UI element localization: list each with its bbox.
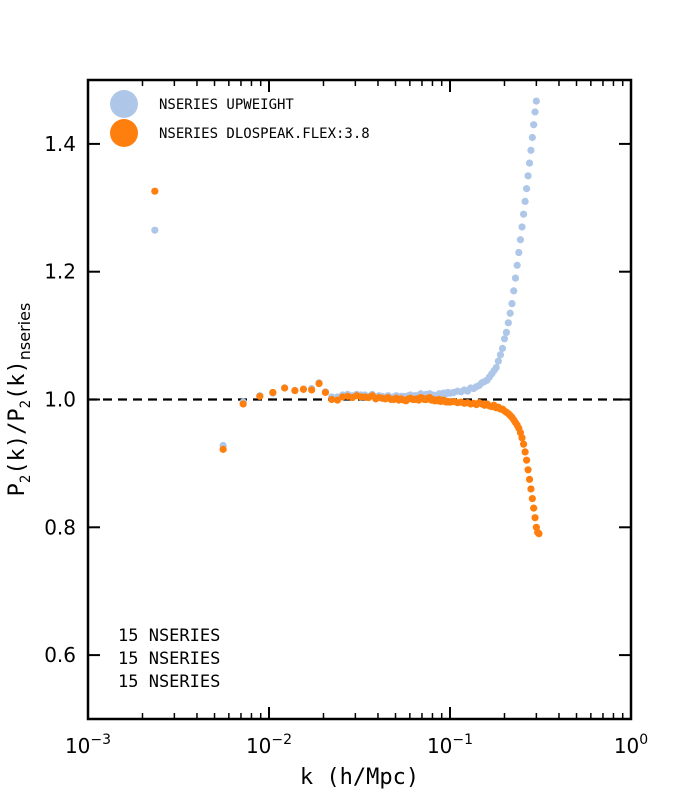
data-point-series-0 bbox=[519, 210, 528, 218]
x-axis-label: k (h/Mpc) bbox=[300, 765, 419, 790]
data-point-series-0 bbox=[527, 146, 535, 154]
data-point-series-1 bbox=[291, 386, 299, 395]
data-point-series-1 bbox=[531, 514, 539, 522]
data-point-series-0 bbox=[532, 97, 540, 105]
annotation-line-1: 15 NSERIES bbox=[118, 626, 220, 646]
data-point-series-1 bbox=[315, 379, 323, 388]
legend-marker-upweight bbox=[110, 90, 138, 118]
data-point-series-0 bbox=[151, 226, 159, 234]
data-point-series-1 bbox=[535, 530, 543, 538]
data-point-series-0 bbox=[508, 300, 516, 308]
data-point-series-1 bbox=[519, 440, 528, 448]
x-tick-label: 10−3 bbox=[65, 732, 111, 758]
data-point-series-1 bbox=[281, 384, 289, 392]
data-point-series-1 bbox=[530, 504, 538, 512]
annotation-line-3: 15 NSERIES bbox=[118, 672, 220, 692]
y-axis-label: P2(k)/P2(k)nseries bbox=[5, 303, 34, 497]
data-point-series-0 bbox=[511, 274, 520, 282]
data-point-series-1 bbox=[525, 475, 534, 483]
data-point-series-1 bbox=[523, 456, 531, 464]
data-point-series-0 bbox=[515, 248, 523, 257]
x-tick-label: 10−2 bbox=[246, 732, 292, 758]
data-point-series-0 bbox=[528, 133, 536, 142]
data-point-series-1 bbox=[527, 485, 535, 493]
data-point-series-1 bbox=[524, 466, 532, 474]
data-point-series-0 bbox=[492, 363, 500, 372]
data-point-series-0 bbox=[500, 335, 509, 343]
legend: NSERIES UPWEIGHT NSERIES DLOSPEAK.FLEX:3… bbox=[110, 90, 370, 147]
data-point-series-0 bbox=[506, 309, 514, 317]
data-point-series-1 bbox=[328, 395, 336, 404]
y-tick-label: 0.8 bbox=[44, 515, 76, 539]
data-point-series-0 bbox=[524, 172, 532, 180]
data-point-series-1 bbox=[269, 388, 277, 397]
annotation-line-2: 15 NSERIES bbox=[118, 649, 220, 669]
y-tick-label: 1.2 bbox=[44, 260, 76, 284]
data-point-series-1 bbox=[256, 392, 264, 400]
data-point-series-0 bbox=[496, 351, 505, 359]
data-point-series-0 bbox=[525, 159, 534, 167]
data-points-layer bbox=[151, 97, 543, 538]
data-point-series-0 bbox=[531, 108, 539, 116]
data-point-series-0 bbox=[502, 328, 511, 337]
x-tick-label: 10−1 bbox=[427, 732, 473, 758]
legend-label-dlospeak: NSERIES DLOSPEAK.FLEX:3.8 bbox=[159, 126, 370, 142]
data-point-series-1 bbox=[321, 388, 330, 397]
data-point-series-0 bbox=[530, 121, 538, 129]
annotation-block: 15 NSERIES 15 NSERIES 15 NSERIES bbox=[118, 626, 220, 692]
data-point-series-0 bbox=[516, 236, 525, 244]
x-tick-label: 100 bbox=[614, 732, 648, 758]
data-point-series-0 bbox=[498, 344, 507, 352]
data-point-series-1 bbox=[151, 187, 159, 195]
data-point-series-0 bbox=[494, 357, 502, 365]
data-point-series-1 bbox=[308, 386, 316, 394]
data-point-series-1 bbox=[518, 434, 526, 442]
data-point-series-0 bbox=[504, 319, 512, 327]
data-point-series-1 bbox=[528, 494, 536, 503]
data-point-series-0 bbox=[518, 223, 526, 231]
legend-label-upweight: NSERIES UPWEIGHT bbox=[159, 97, 294, 113]
data-point-series-1 bbox=[521, 448, 529, 456]
data-point-series-0 bbox=[513, 261, 521, 269]
axis-ticks: 0.6 0.8 1.0 1.2 1.4 10−3 10−2 10−1 100 bbox=[44, 80, 648, 758]
y-tick-label: 1.4 bbox=[44, 132, 76, 156]
data-point-series-0 bbox=[523, 185, 531, 193]
data-point-series-1 bbox=[299, 385, 308, 393]
y-tick-label: 0.6 bbox=[44, 643, 76, 667]
y-tick-label: 1.0 bbox=[44, 388, 76, 412]
legend-marker-dlospeak bbox=[110, 119, 138, 147]
data-point-series-0 bbox=[510, 287, 518, 295]
data-point-series-0 bbox=[521, 197, 529, 206]
data-point-series-1 bbox=[219, 445, 227, 453]
data-point-series-1 bbox=[239, 400, 247, 408]
